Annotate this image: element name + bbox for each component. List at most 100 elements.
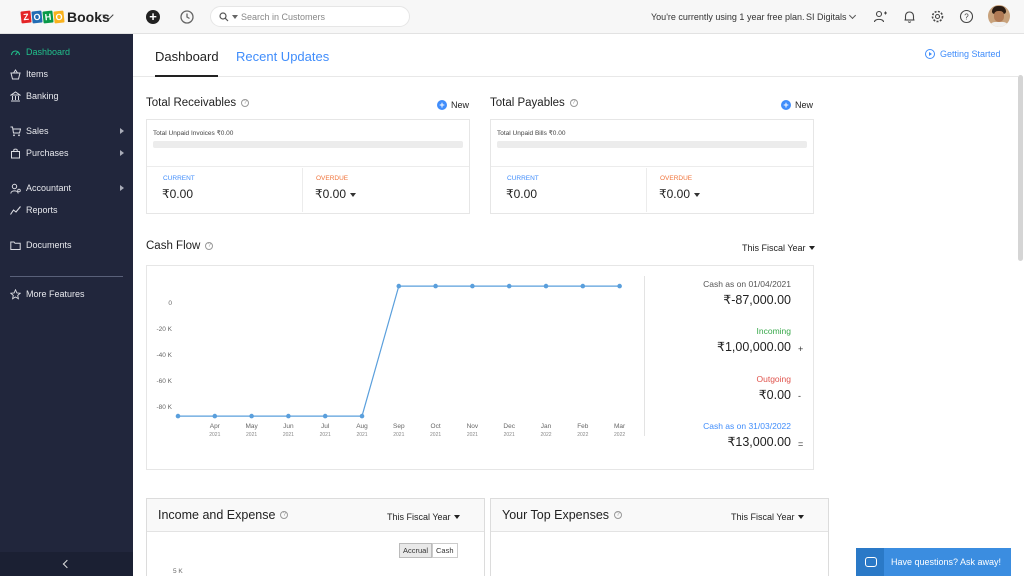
x-tick-month-label: Sep	[393, 423, 405, 430]
top-expenses-title: Your Top Expenses ?	[502, 508, 623, 522]
info-icon[interactable]: ?	[614, 511, 623, 519]
sidebar: Dashboard Items Banking Sales Purchases	[0, 34, 133, 576]
sidebar-item-label: Purchases	[26, 148, 69, 158]
data-point[interactable]	[322, 413, 328, 419]
data-point[interactable]	[617, 283, 622, 289]
cash-start-value: ₹-87,000.00	[723, 293, 791, 307]
data-point[interactable]	[470, 283, 475, 289]
sidebar-item-label: Accountant	[26, 183, 72, 193]
user-switch-icon[interactable]	[873, 9, 888, 24]
sidebar-item-dashboard[interactable]: Dashboard	[0, 41, 133, 63]
sidebar-item-documents[interactable]: Documents	[0, 234, 133, 256]
folder-icon	[10, 241, 21, 250]
tab-recent-updates[interactable]: Recent Updates	[236, 49, 330, 64]
cashflow-title: Cash Flow ?	[146, 240, 214, 252]
data-point[interactable]	[433, 283, 438, 289]
user-cog-icon	[10, 183, 21, 194]
overdue-dropdown[interactable]: ₹0.00	[315, 187, 356, 201]
data-point[interactable]	[543, 283, 549, 289]
logo-letter-o2: O	[53, 10, 65, 23]
chat-icon	[856, 548, 884, 576]
overdue-value: ₹0.00	[659, 187, 690, 201]
cash-start-label: Cash as on 01/04/2021	[703, 279, 791, 289]
data-point[interactable]	[359, 413, 365, 419]
cashflow-series-line	[178, 285, 620, 417]
sidebar-item-purchases[interactable]: Purchases	[0, 142, 133, 164]
payables-title-text: Total Payables	[490, 97, 565, 109]
chevron-down-icon[interactable]	[848, 11, 857, 20]
search-box[interactable]	[210, 6, 410, 27]
star-icon	[10, 289, 21, 300]
data-point[interactable]	[175, 413, 181, 419]
income-expense-card: Income and Expense ? This Fiscal Year Ac…	[146, 498, 485, 576]
sidebar-collapse-button[interactable]	[0, 552, 133, 576]
help-chat-button[interactable]: Have questions? Ask away!	[856, 548, 1011, 576]
divider	[646, 168, 647, 212]
data-point[interactable]	[212, 413, 218, 419]
quick-create-icon[interactable]: +	[146, 10, 160, 24]
gear-icon[interactable]	[930, 9, 945, 24]
cash-toggle[interactable]: Cash	[432, 543, 458, 558]
period-label: This Fiscal Year	[742, 243, 806, 253]
logo-letter-o: O	[31, 10, 43, 23]
sidebar-item-banking[interactable]: Banking	[0, 85, 133, 107]
bell-icon[interactable]	[902, 9, 917, 24]
x-tick-year-label: 2021	[467, 432, 478, 438]
info-icon[interactable]: ?	[205, 242, 214, 250]
history-icon[interactable]	[179, 9, 195, 25]
dashboard-tabs: Dashboard Recent Updates Getting Started	[133, 34, 1018, 77]
help-icon[interactable]: ?	[959, 9, 974, 24]
y-tick-label: 5 K	[173, 568, 183, 575]
data-point[interactable]	[286, 413, 291, 419]
dashboard-icon	[10, 50, 21, 56]
data-point[interactable]	[249, 413, 254, 419]
org-switcher[interactable]: SI Digitals	[806, 12, 847, 22]
new-invoice-button[interactable]: + New	[437, 100, 469, 110]
sidebar-item-sales[interactable]: Sales	[0, 120, 133, 142]
sidebar-item-items[interactable]: Items	[0, 63, 133, 85]
sidebar-item-accountant[interactable]: Accountant	[0, 177, 133, 199]
x-tick-year-label: 2021	[393, 432, 404, 438]
divider	[491, 166, 813, 167]
income-expense-period-dropdown[interactable]: This Fiscal Year	[387, 512, 460, 522]
sidebar-item-more-features[interactable]: More Features	[0, 283, 133, 305]
new-label: New	[795, 100, 814, 110]
top-expenses-period-dropdown[interactable]: This Fiscal Year	[731, 512, 804, 522]
caret-down-icon	[694, 192, 700, 197]
overdue-dropdown[interactable]: ₹0.00	[659, 187, 700, 201]
app-logo[interactable]: Z O H O Books	[20, 8, 110, 25]
avatar[interactable]	[988, 5, 1010, 27]
new-bill-button[interactable]: + New	[781, 100, 813, 110]
cashflow-period-dropdown[interactable]: This Fiscal Year	[742, 243, 815, 253]
x-tick-year-label: 2021	[209, 432, 220, 438]
receivables-title: Total Receivables ?	[146, 97, 250, 109]
sidebar-item-label: Dashboard	[26, 47, 71, 57]
payables-title: Total Payables ?	[490, 97, 578, 109]
accrual-toggle[interactable]: Accrual	[399, 543, 433, 558]
sidebar-item-reports[interactable]: Reports	[0, 199, 133, 221]
period-label: This Fiscal Year	[731, 512, 795, 522]
search-scope-caret-icon[interactable]	[232, 15, 238, 19]
current-value[interactable]: ₹0.00	[162, 187, 193, 201]
getting-started-link[interactable]: Getting Started	[925, 49, 1001, 59]
tab-dashboard[interactable]: Dashboard	[155, 49, 219, 64]
data-point[interactable]	[396, 283, 402, 289]
plus-circle-icon: +	[781, 100, 791, 110]
scrollbar[interactable]	[1018, 75, 1023, 261]
info-icon[interactable]: ?	[569, 99, 578, 107]
overdue-label: OVERDUE	[316, 175, 349, 182]
chevron-right-icon	[120, 185, 124, 191]
x-tick-year-label: 2021	[246, 432, 257, 438]
x-tick-month-label: Feb	[577, 423, 589, 430]
info-icon[interactable]: ?	[280, 511, 289, 519]
search-input[interactable]	[241, 9, 401, 24]
data-point[interactable]	[580, 283, 586, 289]
data-point[interactable]	[506, 283, 512, 289]
cashflow-card: 0 -20 K -40 K -60 K -80 K Apr 2021 May 2021 Jun 20…	[146, 265, 814, 470]
active-tab-indicator	[155, 75, 218, 77]
unpaid-progress-bar	[153, 141, 463, 148]
logo-text: Books	[67, 8, 110, 25]
info-icon[interactable]: ?	[241, 99, 250, 107]
current-value[interactable]: ₹0.00	[506, 187, 537, 201]
sidebar-item-label: Documents	[26, 240, 72, 250]
